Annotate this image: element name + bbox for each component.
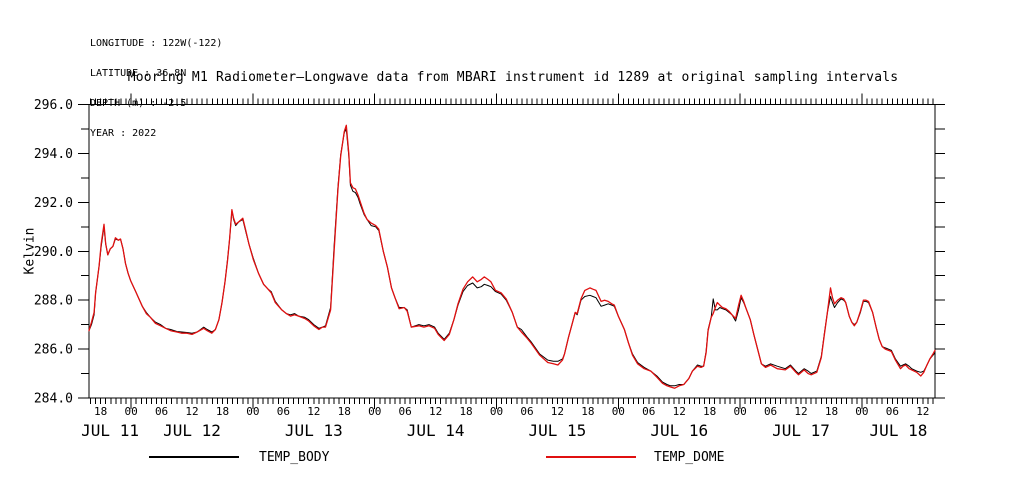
day-label: JUL 11: [81, 421, 139, 440]
hour-tick-label: 12: [551, 405, 564, 418]
hour-tick-label: 18: [94, 405, 107, 418]
hour-tick-label: 18: [338, 405, 351, 418]
day-label: JUL 18: [870, 421, 928, 440]
hour-tick-label: 12: [185, 405, 198, 418]
hour-tick-label: 06: [520, 405, 533, 418]
chart-title: Mooring M1 Radiometer—Longwave data from…: [127, 70, 899, 85]
hour-tick-label: 06: [277, 405, 290, 418]
hour-tick-label: 12: [916, 405, 929, 418]
day-label: JUL 14: [407, 421, 465, 440]
day-label: JUL 17: [772, 421, 830, 440]
legend-label-temp-body: TEMP_BODY: [259, 450, 330, 465]
metadata-longitude: LONGITUDE : 122W(-122): [90, 38, 223, 49]
metadata-depth: DEPTH (m) : -2.5: [90, 98, 187, 109]
legend-line-temp-body: [149, 456, 239, 458]
series-temp-dome: [88, 124, 936, 389]
y-tick-label: 292.0: [34, 196, 73, 211]
hour-tick-label: 12: [794, 405, 807, 418]
series-temp-body: [88, 128, 936, 387]
y-tick-label: 290.0: [34, 245, 73, 260]
y-tick-label: 296.0: [34, 98, 73, 113]
hour-tick-label: 00: [490, 405, 503, 418]
hour-tick-label: 18: [703, 405, 716, 418]
day-label: JUL 15: [529, 421, 587, 440]
hour-tick-label: 00: [612, 405, 625, 418]
hour-tick-label: 12: [307, 405, 320, 418]
hour-tick-label: 18: [825, 405, 838, 418]
hour-tick-label: 06: [886, 405, 899, 418]
hour-tick-label: 18: [581, 405, 594, 418]
hour-tick-label: 06: [399, 405, 412, 418]
hour-tick-label: 00: [855, 405, 868, 418]
hour-tick-label: 00: [368, 405, 381, 418]
hour-tick-label: 06: [642, 405, 655, 418]
y-tick-label: 284.0: [34, 392, 73, 407]
hour-tick-label: 12: [429, 405, 442, 418]
day-label: JUL 16: [650, 421, 708, 440]
legend-line-temp-dome: [546, 456, 636, 458]
plot-frame: [88, 104, 936, 399]
hour-tick-label: 06: [155, 405, 168, 418]
hour-tick-label: 06: [764, 405, 777, 418]
hour-tick-label: 12: [673, 405, 686, 418]
y-tick-label: 294.0: [34, 147, 73, 162]
metadata-year: YEAR : 2022: [90, 128, 157, 139]
metadata-latitude: LATITUDE : 36.8N: [90, 68, 187, 79]
hour-tick-label: 18: [216, 405, 229, 418]
y-tick-label: 286.0: [34, 343, 73, 358]
y-tick-label: 288.0: [34, 294, 73, 309]
hour-tick-label: 18: [459, 405, 472, 418]
day-label: JUL 13: [285, 421, 343, 440]
metadata-block: LONGITUDE : 122W(-122) LATITUDE : 36.8N …: [90, 19, 222, 159]
hour-tick-label: 00: [124, 405, 137, 418]
day-label: JUL 12: [163, 421, 221, 440]
legend-label-temp-dome: TEMP_DOME: [654, 450, 725, 465]
hour-tick-label: 00: [246, 405, 259, 418]
hour-tick-label: 00: [733, 405, 746, 418]
